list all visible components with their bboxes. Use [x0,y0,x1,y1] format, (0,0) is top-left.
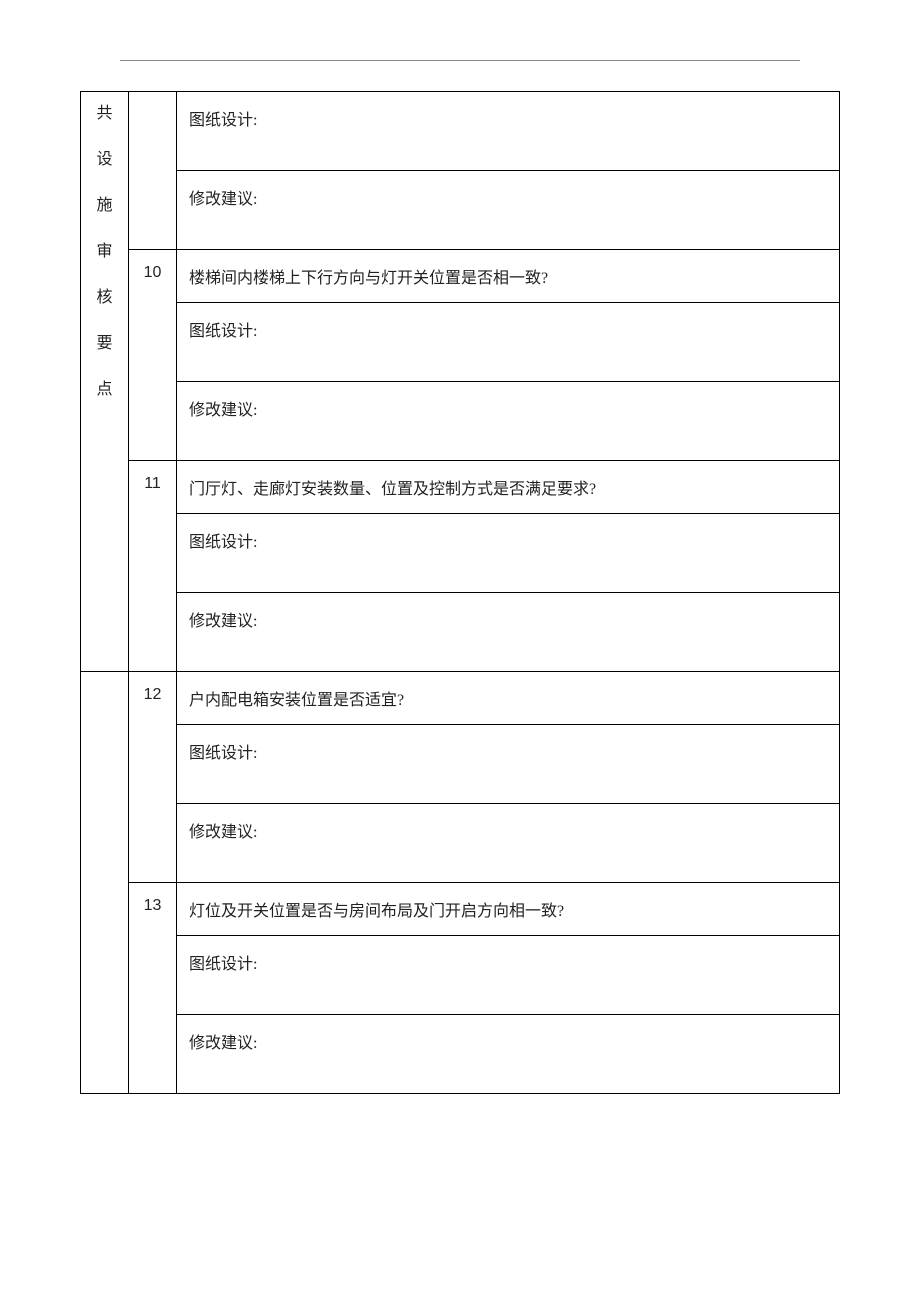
suggestion-field: 修改建议: [177,1015,839,1093]
suggestion-field: 修改建议: [177,593,839,671]
suggestion-field: 修改建议: [177,171,839,249]
item-content: 户内配电箱安装位置是否适宜? 图纸设计: 修改建议: [177,672,840,883]
cat-char: 核 [96,290,112,306]
item-content: 灯位及开关位置是否与房间布局及门开启方向相一致? 图纸设计: 修改建议: [177,883,840,1094]
item-num: 11 [129,461,177,672]
item-num: 13 [129,883,177,1094]
item-content: 图纸设计: 修改建议: [177,92,840,250]
question-text: 灯位及开关位置是否与房间布局及门开启方向相一致? [177,883,839,936]
review-table: 共 设 施 审 核 要 点 图纸设计: 修改建议: 10 楼梯间内楼梯上下行方向… [80,91,840,1094]
header-rule [120,60,800,61]
item-num: 10 [129,250,177,461]
suggestion-field: 修改建议: [177,804,839,882]
question-text: 户内配电箱安装位置是否适宜? [177,672,839,725]
item-num [129,92,177,250]
design-field: 图纸设计: [177,303,839,382]
item-num: 12 [129,672,177,883]
category-cell-1 [81,672,129,1094]
category-cell-0: 共 设 施 审 核 要 点 [81,92,129,672]
item-content: 楼梯间内楼梯上下行方向与灯开关位置是否相一致? 图纸设计: 修改建议: [177,250,840,461]
design-field: 图纸设计: [177,936,839,1015]
cat-char: 共 [96,106,112,122]
design-field: 图纸设计: [177,514,839,593]
suggestion-field: 修改建议: [177,382,839,460]
question-text: 门厅灯、走廊灯安装数量、位置及控制方式是否满足要求? [177,461,839,514]
design-field: 图纸设计: [177,725,839,804]
cat-char: 要 [96,336,112,352]
item-content: 门厅灯、走廊灯安装数量、位置及控制方式是否满足要求? 图纸设计: 修改建议: [177,461,840,672]
cat-char: 审 [96,244,112,260]
question-text: 楼梯间内楼梯上下行方向与灯开关位置是否相一致? [177,250,839,303]
cat-char: 点 [96,382,112,398]
design-field: 图纸设计: [177,92,839,171]
cat-char: 设 [96,152,112,168]
cat-char: 施 [96,198,112,214]
